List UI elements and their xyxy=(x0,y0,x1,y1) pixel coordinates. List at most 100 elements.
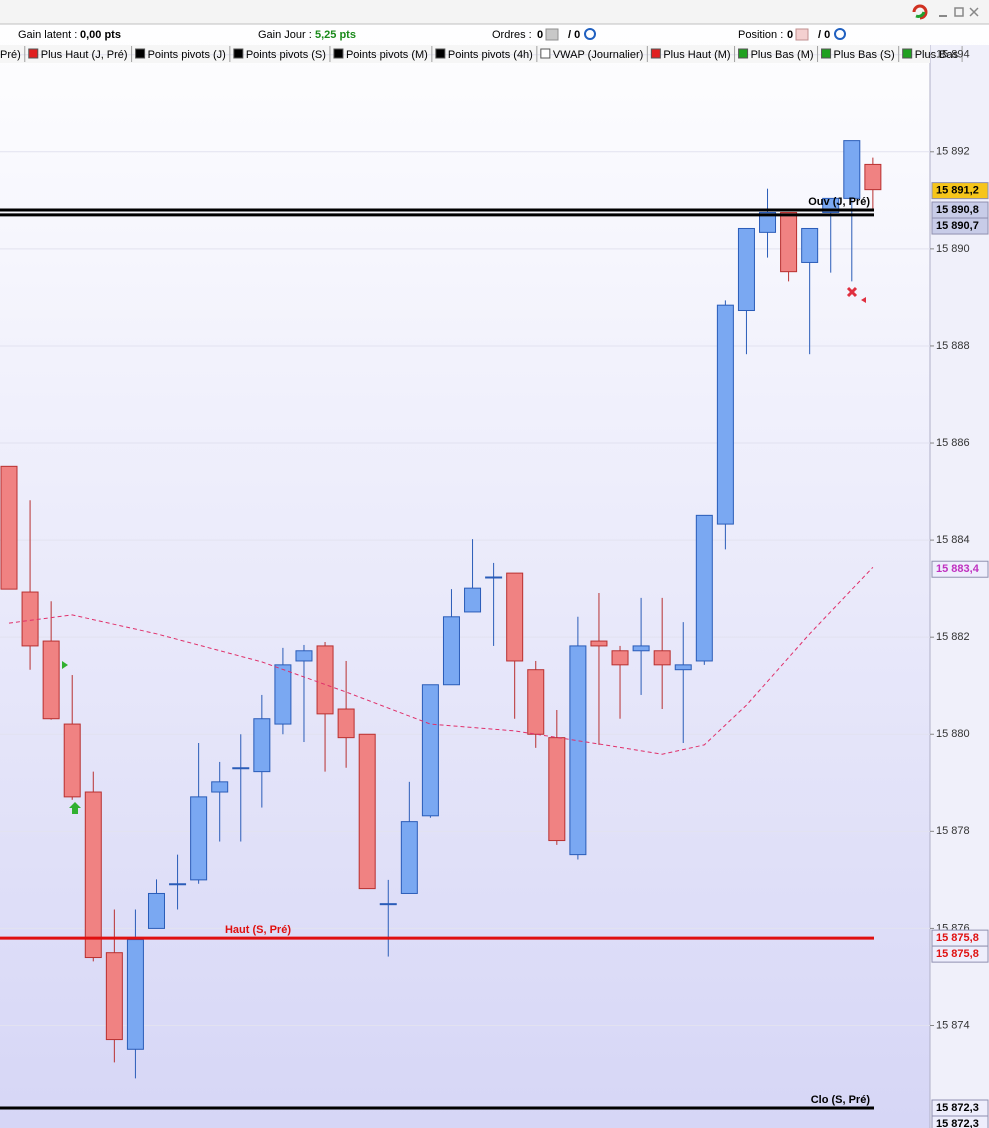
candle-body xyxy=(316,645,334,715)
y-tick-label: 15 874 xyxy=(936,1019,970,1031)
candle-body xyxy=(737,227,755,312)
candle-body xyxy=(21,591,39,647)
legend-label: Plus Bas xyxy=(915,49,959,61)
legend-label: Points pivots (4h) xyxy=(448,49,533,61)
legend-label: Plus Bas (S) xyxy=(834,49,895,61)
gain-jour-label: Gain Jour : xyxy=(258,29,312,41)
ordres-total: / 0 xyxy=(568,29,580,41)
price-tag-label: 15 891,2 xyxy=(936,185,979,197)
candle-body xyxy=(716,304,734,525)
y-tick-label: 15 892 xyxy=(936,146,970,158)
candle-body xyxy=(84,791,102,959)
legend-swatch xyxy=(902,48,913,59)
price-tag-label: 15 872,3 xyxy=(936,1102,979,1114)
legend-label: Points pivots (S) xyxy=(246,49,326,61)
buy-arrow xyxy=(69,802,81,814)
price-tag-label: 15 890,7 xyxy=(936,220,979,232)
price-tag-label: 15 890,8 xyxy=(936,204,979,216)
refresh-icon[interactable] xyxy=(912,4,928,20)
price-tag-label: 15 875,8 xyxy=(936,948,979,960)
position-total: / 0 xyxy=(818,29,830,41)
candle-body xyxy=(0,465,18,590)
candle-body xyxy=(400,821,418,894)
candle-body xyxy=(274,664,292,725)
legend-bar xyxy=(0,45,930,63)
legend-label: Plus Haut (J, Pré) xyxy=(41,49,128,61)
candle-body xyxy=(379,903,397,906)
price-tag xyxy=(931,560,989,578)
level-label: Clo (S, Pré) xyxy=(811,1094,871,1106)
candle-body xyxy=(548,737,566,842)
legend-label: Points pivots (J) xyxy=(148,49,226,61)
candle-body xyxy=(506,572,524,662)
position-settings[interactable] xyxy=(834,28,846,40)
candle-body xyxy=(358,733,376,890)
legend-label: Points pivots (M) xyxy=(346,49,428,61)
legend-swatch xyxy=(435,48,446,59)
candle-body xyxy=(421,684,439,817)
price-tag-label: 15 883,4 xyxy=(936,563,980,575)
plot-area: Ouv (J, Pré) Haut (S, Pré) Clo (S, Pré) xyxy=(0,54,930,1110)
price-tag xyxy=(931,182,989,200)
gain-latent-value: 0,00 pts xyxy=(80,29,121,41)
candle-body xyxy=(527,669,545,735)
candle-body xyxy=(211,781,229,793)
candle-body xyxy=(569,645,587,856)
y-tick-label: 15 878 xyxy=(936,825,970,837)
y-tick-label: 15 890 xyxy=(936,243,970,255)
legend-label: Pré) xyxy=(0,49,21,61)
candle-body xyxy=(695,514,713,662)
legend-swatch xyxy=(540,48,551,59)
price-tag xyxy=(931,1115,989,1128)
y-tick-label: 15 880 xyxy=(936,728,970,740)
price-tag-label: 15 875,8 xyxy=(936,932,979,944)
legend-swatch xyxy=(28,48,39,59)
y-tick-label: 15 894 xyxy=(936,49,970,61)
legend-swatch xyxy=(650,48,661,59)
ordres-icon[interactable] xyxy=(545,28,559,41)
y-tick-label: 15 884 xyxy=(936,534,970,546)
candle-body xyxy=(63,723,81,798)
candle-body xyxy=(190,796,208,881)
close-button[interactable] xyxy=(969,7,979,17)
legend-swatch xyxy=(333,48,344,59)
candle-body xyxy=(864,163,882,191)
price-tag xyxy=(931,945,989,963)
refresh-icon-2[interactable] xyxy=(915,11,926,18)
sell-marker xyxy=(846,286,858,298)
candle-body xyxy=(653,650,671,666)
toolbar xyxy=(0,0,989,24)
legend-swatch xyxy=(135,48,146,59)
candle-body xyxy=(485,576,503,579)
gain-jour-value: 5,25 pts xyxy=(315,29,356,41)
price-tag xyxy=(931,217,989,235)
y-tick-label: 15 886 xyxy=(936,437,970,449)
candle-body xyxy=(42,640,60,720)
candle-body xyxy=(780,211,798,273)
legend-label: Plus Bas (M) xyxy=(751,49,814,61)
legend-swatch xyxy=(233,48,244,59)
legend-swatch xyxy=(821,48,832,59)
candle-body xyxy=(759,211,777,233)
candle-body xyxy=(611,650,629,666)
position-icon[interactable] xyxy=(795,28,809,41)
legend-label: Plus Haut (M) xyxy=(663,49,730,61)
ordres-settings[interactable] xyxy=(584,28,596,40)
candle-body xyxy=(442,616,460,686)
maximize-button[interactable] xyxy=(954,7,964,17)
legend-label: VWAP (Journalier) xyxy=(553,49,643,61)
candle-body xyxy=(590,640,608,647)
candle-body xyxy=(843,140,861,199)
candle-body xyxy=(801,227,819,263)
level-label: Haut (S, Pré) xyxy=(225,924,291,936)
candle-body xyxy=(253,718,271,773)
moving-average xyxy=(8,566,874,755)
candle-body xyxy=(464,587,482,613)
price-tag-label: 15 872,3 xyxy=(936,1118,979,1128)
gain-latent-label: Gain latent : xyxy=(18,29,77,41)
y-tick-label: 15 888 xyxy=(936,340,970,352)
legend-swatch xyxy=(738,48,749,59)
signal-marker xyxy=(62,661,68,669)
